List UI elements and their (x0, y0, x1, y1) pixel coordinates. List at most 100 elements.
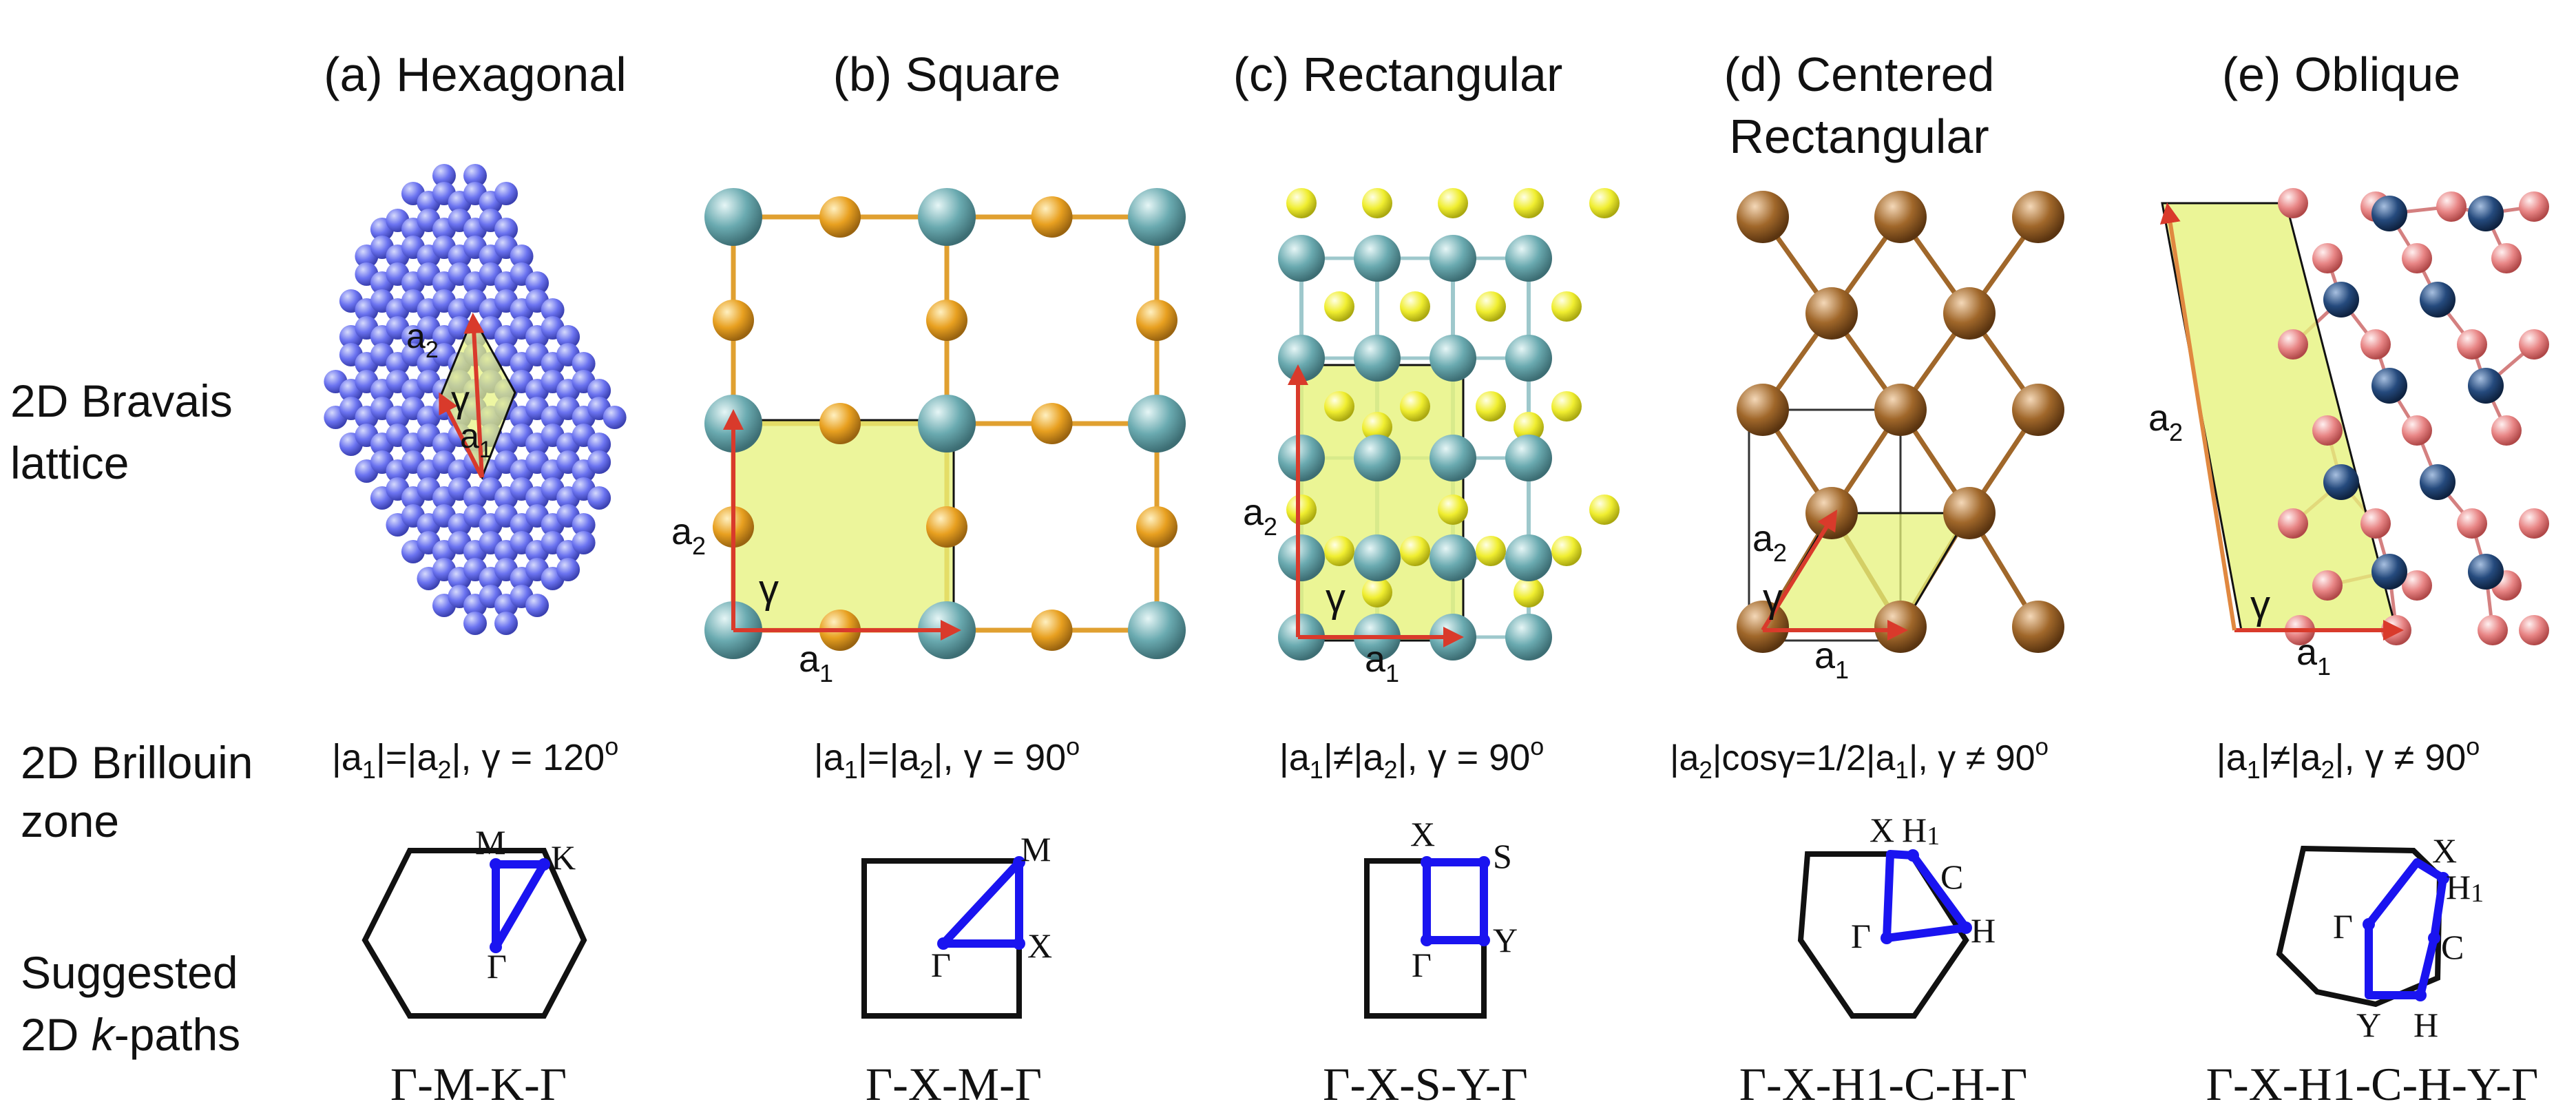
kpoint-dot (490, 858, 502, 871)
atom (1874, 191, 1927, 243)
atom (819, 196, 861, 238)
kpoint-dot (490, 941, 502, 953)
kpoint-dot (1013, 937, 1025, 950)
row-label-bravais-1: 2D Bravais (10, 375, 233, 426)
atom (587, 433, 611, 456)
point-gamma: Γ (2333, 907, 2353, 946)
kpoint-dot (2363, 918, 2375, 930)
gamma-label: γ (759, 567, 779, 612)
atom (2312, 243, 2343, 273)
atom (2012, 601, 2064, 653)
atom (1737, 191, 1789, 243)
atom (2519, 329, 2549, 360)
bz-boundary (2276, 845, 2443, 1008)
point-gamma: Γ (1412, 946, 1432, 984)
kpath-rectangular: Γ-X-S-Y-Γ (1323, 1058, 1528, 1110)
atom (2323, 282, 2359, 318)
atom (2420, 464, 2455, 500)
atom (587, 450, 611, 474)
kpoint-dot (538, 858, 550, 871)
bz-oblique: X H1 C Γ Y H (2276, 831, 2484, 1044)
hexagonal-vector-labels: a2 γ a1 (406, 317, 492, 463)
title-square: (b) Square (833, 48, 1061, 101)
atom (494, 218, 519, 241)
atom (572, 531, 596, 554)
atom (2402, 570, 2432, 601)
atom (2360, 508, 2391, 539)
bz-boundary (362, 848, 587, 1019)
atom (1514, 577, 1544, 607)
bz-centered: X H1 C H Γ (1797, 811, 1996, 1019)
gamma-label: γ (1326, 576, 1345, 621)
kpath-line (940, 858, 1023, 948)
atom (704, 188, 762, 246)
atom (2278, 508, 2308, 539)
atom (2457, 508, 2487, 539)
atom (1438, 495, 1468, 525)
atom (1551, 291, 1582, 322)
title-centered-line2: Rectangular (1729, 110, 1989, 163)
atom (926, 506, 967, 548)
atom (1354, 235, 1401, 282)
atom (1589, 495, 1620, 525)
atom (1430, 235, 1476, 282)
atom (1476, 536, 1506, 566)
point-X: X (1027, 926, 1052, 965)
atom (2491, 243, 2522, 273)
atom (1354, 534, 1401, 581)
atom (1286, 495, 1317, 525)
gamma-label: γ (2250, 583, 2270, 627)
condition-rectangular: |a1|≠|a2|, γ = 90o (1279, 732, 1544, 784)
a2-label: a2 (406, 317, 439, 363)
atom (1362, 412, 1392, 442)
oblique-vector-labels: a2 γ a1 (2148, 397, 2331, 680)
point-Y: Y (1493, 921, 1518, 959)
atom (2402, 243, 2432, 273)
atom (1438, 188, 1468, 218)
kpoint-dot (1881, 932, 1893, 944)
row-label-kpath-2: 2D k-paths (21, 1009, 240, 1060)
kpoint-dot (1421, 934, 1433, 946)
atom (1128, 188, 1186, 246)
atom (1136, 300, 1177, 341)
a2-label: a2 (1752, 518, 1787, 567)
atom (2012, 384, 2064, 436)
title-centered-line1: (d) Centered (1724, 48, 1995, 101)
atom (1031, 403, 1073, 444)
condition-hexagonal: |a1|=|a2|, γ = 120o (332, 732, 618, 784)
atom (2312, 570, 2343, 601)
atom (587, 379, 611, 402)
kpoint-dot (1478, 934, 1490, 946)
a1-label: a1 (1365, 638, 1399, 687)
point-M: M (475, 823, 505, 862)
atom (1943, 487, 1996, 539)
atom (572, 352, 596, 375)
atom (1505, 435, 1552, 481)
atom (1505, 335, 1552, 382)
a2-label: a2 (671, 511, 706, 560)
atom (556, 325, 580, 349)
atom (2371, 196, 2407, 231)
atom (926, 300, 967, 341)
atom (2012, 191, 2064, 243)
condition-square: |a1|=|a2|, γ = 90o (814, 732, 1080, 784)
atom (2491, 415, 2522, 446)
atom (1430, 534, 1476, 581)
point-K: K (551, 838, 576, 877)
title-oblique: (e) Oblique (2222, 48, 2460, 101)
point-H1: H1 (2446, 868, 2484, 908)
atom (1514, 412, 1544, 442)
atom (918, 395, 976, 453)
atom (819, 403, 861, 444)
atom (2519, 615, 2549, 645)
kpath-centered: Γ-X-H1-C-H-Γ (1739, 1058, 2028, 1110)
atom (2436, 191, 2467, 222)
kpath-line (492, 860, 548, 950)
atom (541, 298, 565, 322)
point-X: X (1870, 811, 1894, 849)
atom (2457, 329, 2487, 360)
rectangular-lattice (1278, 188, 1620, 660)
atom (1362, 188, 1392, 218)
bz-square: M X Γ (861, 830, 1052, 1019)
